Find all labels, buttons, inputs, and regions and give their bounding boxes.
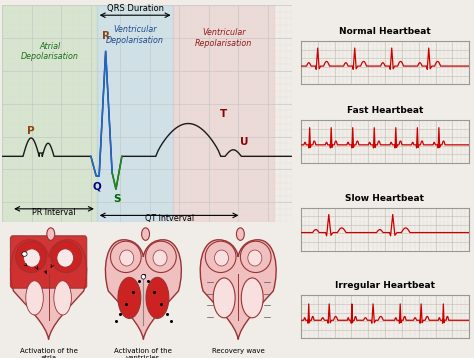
Text: Activation of the
ventricles: Activation of the ventricles bbox=[114, 348, 173, 358]
Text: QRS Duration: QRS Duration bbox=[107, 4, 164, 13]
Ellipse shape bbox=[57, 249, 73, 267]
Ellipse shape bbox=[22, 252, 27, 256]
Text: Slow Heartbeat: Slow Heartbeat bbox=[346, 194, 424, 203]
Ellipse shape bbox=[215, 250, 228, 266]
Text: QT Intverval: QT Intverval bbox=[145, 214, 194, 223]
Text: U: U bbox=[240, 136, 248, 146]
Ellipse shape bbox=[120, 250, 134, 266]
Ellipse shape bbox=[146, 277, 169, 318]
Ellipse shape bbox=[153, 250, 167, 266]
Text: Activation of the
atria: Activation of the atria bbox=[19, 348, 78, 358]
Ellipse shape bbox=[54, 281, 72, 315]
Ellipse shape bbox=[146, 241, 176, 272]
Text: Normal Heartbeat: Normal Heartbeat bbox=[339, 27, 431, 36]
Text: P: P bbox=[27, 126, 34, 136]
Ellipse shape bbox=[26, 281, 43, 315]
Ellipse shape bbox=[47, 228, 55, 240]
Ellipse shape bbox=[24, 249, 40, 267]
Ellipse shape bbox=[237, 228, 244, 240]
Text: Fast Heartbeat: Fast Heartbeat bbox=[346, 106, 423, 115]
Text: Irregular Heartbeat: Irregular Heartbeat bbox=[335, 281, 435, 290]
Text: PR Interval: PR Interval bbox=[32, 208, 76, 217]
Bar bbox=[2, 5, 97, 222]
Bar bbox=[97, 5, 173, 222]
Ellipse shape bbox=[241, 278, 263, 318]
Text: T: T bbox=[220, 109, 227, 119]
PathPatch shape bbox=[10, 240, 87, 339]
Text: S: S bbox=[113, 194, 120, 204]
Text: Ventricular
Repolarisation: Ventricular Repolarisation bbox=[195, 29, 252, 48]
Text: R: R bbox=[101, 32, 109, 42]
Text: Q: Q bbox=[92, 181, 101, 191]
Ellipse shape bbox=[118, 277, 141, 318]
PathPatch shape bbox=[105, 240, 182, 339]
Bar bbox=[173, 5, 274, 222]
Ellipse shape bbox=[213, 278, 235, 318]
PathPatch shape bbox=[200, 240, 276, 339]
Ellipse shape bbox=[51, 241, 82, 272]
Ellipse shape bbox=[16, 241, 46, 272]
Ellipse shape bbox=[141, 275, 146, 279]
Ellipse shape bbox=[248, 250, 262, 266]
Text: Recovery wave: Recovery wave bbox=[212, 348, 264, 354]
Text: Ventricular
Depolarisation: Ventricular Depolarisation bbox=[106, 25, 164, 45]
Ellipse shape bbox=[205, 241, 236, 272]
Ellipse shape bbox=[142, 228, 149, 240]
FancyBboxPatch shape bbox=[10, 236, 87, 288]
Ellipse shape bbox=[240, 241, 271, 272]
Text: Atrial
Depolarisation: Atrial Depolarisation bbox=[20, 42, 79, 61]
Ellipse shape bbox=[110, 241, 141, 272]
